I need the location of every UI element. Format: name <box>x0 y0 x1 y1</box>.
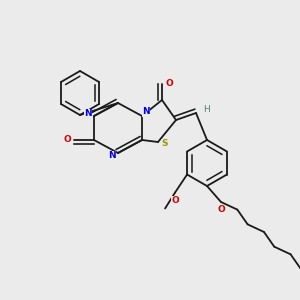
Text: N: N <box>142 107 150 116</box>
Text: O: O <box>171 196 179 205</box>
Text: O: O <box>165 79 173 88</box>
Text: S: S <box>162 140 168 148</box>
Text: O: O <box>217 206 225 214</box>
Text: O: O <box>63 136 71 145</box>
Text: N: N <box>84 110 92 118</box>
Text: N: N <box>108 152 116 160</box>
Text: H: H <box>202 104 209 113</box>
